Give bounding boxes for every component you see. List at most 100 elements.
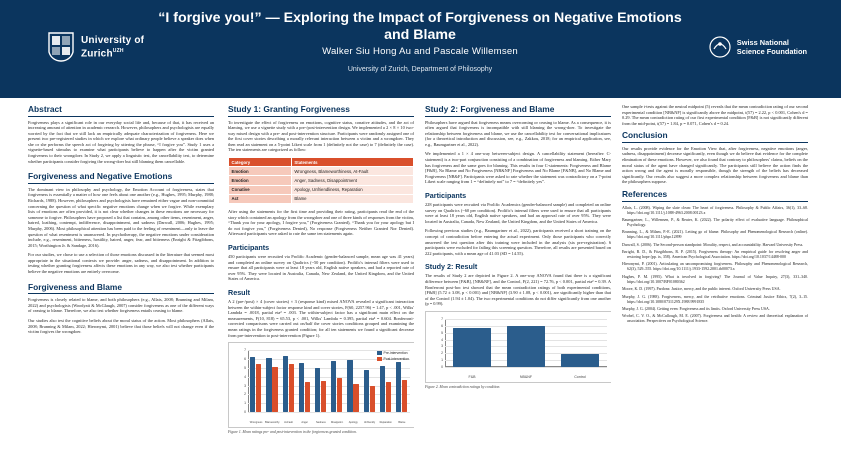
gridline xyxy=(248,385,410,387)
snsf-mark-icon xyxy=(709,36,731,58)
reference-entry: Allais, L. (2008). Wiping the slate clea… xyxy=(622,204,808,215)
table-row: Emotion Wrongness, Blameworthiness, At-F… xyxy=(228,166,414,177)
figure-2: 0 1 2 3 4 5 6 7 F&B NB&NF Control Figure 2. Mean c… xyxy=(425,310,611,390)
y-axis-tick-label: 3 xyxy=(441,344,443,349)
uzh-superscript: UZH xyxy=(112,47,124,54)
bar xyxy=(369,386,375,413)
forgiveness-emotions-p1: The dominant view in philosophy and psyc… xyxy=(28,186,214,248)
y-axis-tick-label: 7 xyxy=(441,316,443,321)
table-cell-statements: Apology, Unfriendliness, Reparation xyxy=(290,184,414,195)
y-axis-tick-label: 0 xyxy=(441,364,443,369)
column-2: Study 1: Granting Forgiveness To investi… xyxy=(228,104,414,470)
study2-heading: Study 2: Forgiveness and Blame xyxy=(425,104,611,117)
y-axis-tick-label: 5 xyxy=(244,365,246,370)
snsf-line-2: Science Foundation xyxy=(736,47,807,56)
bar xyxy=(337,377,343,413)
study2-intro-p2: We implemented a 1 × 4 one-way between-s… xyxy=(425,151,611,185)
x-axis-tick-label: At-Fault xyxy=(284,421,293,425)
x-axis-tick-label: Unfriendly xyxy=(363,421,376,425)
y-axis-tick-label: 1 xyxy=(441,358,443,363)
bar xyxy=(256,364,262,413)
study2-followup-text: Following previous studies (e.g., Baumga… xyxy=(425,228,611,256)
y-axis-tick-label: 4 xyxy=(244,374,246,379)
column-4: One sample t-tests against the neutral m… xyxy=(622,104,808,470)
x-axis-tick-label: Blameworthy xyxy=(265,421,280,425)
gridline xyxy=(248,367,410,369)
table-row: Emotion Anger, Sadness, Disappointment xyxy=(228,175,414,186)
figure-2-plot-area xyxy=(445,318,607,368)
gridline xyxy=(445,325,607,327)
table-row: Act Blame xyxy=(228,193,414,205)
x-axis-tick-label: Disappoint. xyxy=(330,421,344,425)
column-1: Abstract Forgiveness plays a significant… xyxy=(28,104,214,470)
bar xyxy=(282,356,288,413)
bar xyxy=(315,367,321,413)
x-axis-tick-label: Blame xyxy=(398,421,406,425)
table-header-row: Category Statements xyxy=(228,157,414,168)
bar xyxy=(347,359,353,413)
snsf-line-1: Swiss National xyxy=(736,37,789,47)
x-axis-tick-label: Reparation xyxy=(379,421,392,425)
reference-entry: Hughes, P. M. (1995). What is involved i… xyxy=(622,273,808,284)
y-axis-tick-label: 2 xyxy=(441,351,443,356)
bar xyxy=(363,369,369,413)
y-axis-tick-label: 1 xyxy=(244,401,246,406)
reference-entry: Moore, K. D. (1997). Pardons: Justice, m… xyxy=(622,286,781,292)
study2-result-text: The results of Study 2 are depicted in F… xyxy=(425,273,611,307)
x-axis-tick-label: Anger xyxy=(301,421,309,425)
poster-header: University of ZurichUZH “I forgive you!”… xyxy=(0,0,841,98)
reference-entry: Murphy, J. G. (1988). Forgiveness, mercy… xyxy=(622,293,808,304)
snsf-logo: Swiss National Science Foundation xyxy=(709,36,807,58)
uzh-line-2: Zurich xyxy=(81,48,113,60)
figure-1-chart: Pre-intervention Post-intervention 0 1 2 3 4 5… xyxy=(228,342,414,429)
uzh-logo: University of ZurichUZH xyxy=(48,32,144,62)
study2-participants-heading: Participants xyxy=(425,191,467,201)
reference-entry: Brunning, L., & Milam, P.-E. (2021). Let… xyxy=(622,229,808,240)
page-title: “I forgive you!” — Exploring the Impact … xyxy=(158,10,682,43)
bar xyxy=(250,357,256,413)
y-axis-tick-label: 5 xyxy=(441,330,443,335)
conclusion-text: Our results provide evidence for the Emo… xyxy=(622,145,808,185)
y-axis-tick-label: 4 xyxy=(441,337,443,342)
reference-entry: Hieronymi, P. (2001). Articulating an un… xyxy=(622,261,808,272)
gridline xyxy=(248,403,410,405)
abstract-heading: Abstract xyxy=(28,104,214,117)
reference-entry: Wrobel, C. V. O., & McCullough, M. E. (2… xyxy=(622,313,808,324)
bar xyxy=(452,327,491,367)
author-list: Walker Siu Hong Au and Pascale Willemsen xyxy=(322,46,518,57)
x-axis-tick-label: Sadness xyxy=(316,421,326,425)
gridline xyxy=(445,318,607,320)
table-cell-category: Emotion xyxy=(228,175,292,186)
legend-label: Pre-intervention xyxy=(383,351,408,356)
gridline xyxy=(248,412,410,414)
table-cell-category: Act xyxy=(228,193,292,205)
uzh-line-1: University of xyxy=(81,34,145,46)
forgiveness-emotions-heading: Forgiveness and Negative Emotions xyxy=(28,171,214,184)
gridline xyxy=(248,358,410,360)
forgiveness-emotions-p2: For our studies, we chose to use a selec… xyxy=(28,252,214,275)
y-axis-tick-label: 6 xyxy=(441,323,443,328)
affiliation: University of Zurich, Department of Phil… xyxy=(347,66,493,73)
uzh-shield-icon xyxy=(48,32,74,62)
bar xyxy=(288,364,294,413)
study2-participants-text: 228 participants were recruited via Prol… xyxy=(425,202,611,224)
study1-intro: To investigate the effect of forgiveness… xyxy=(228,119,414,153)
bar xyxy=(320,381,327,413)
table-header-category: Category xyxy=(228,157,292,168)
study1-heading: Study 1: Granting Forgiveness xyxy=(228,104,414,117)
table-cell-category: Conative xyxy=(228,184,292,195)
study1-result-heading: Result xyxy=(228,287,250,297)
forgiveness-emotions-section: Forgiveness and Negative Emotions The do… xyxy=(28,171,214,274)
legend-swatch xyxy=(376,356,382,361)
reference-entry: Baumgartner, L., Willemsen, P., & Reuter… xyxy=(622,216,808,227)
reference-entry: Murphy, J. G. (2004). Getting even: Forg… xyxy=(622,306,770,312)
figure-1-legend: Pre-intervention Post-intervention xyxy=(376,351,409,362)
study1-participants-heading: Participants xyxy=(228,242,270,252)
abstract-text: Forgiveness plays a significant role in … xyxy=(28,119,214,164)
snsf-wordmark: Swiss National Science Foundation xyxy=(737,38,807,57)
figure-1-caption: Figure 1. Mean ratings pre- and post-int… xyxy=(228,430,357,435)
x-axis-tick-label: F&B xyxy=(468,374,476,379)
references-heading: References xyxy=(622,189,808,202)
study2-stats-text: One sample t-tests against the neutral m… xyxy=(622,104,808,126)
